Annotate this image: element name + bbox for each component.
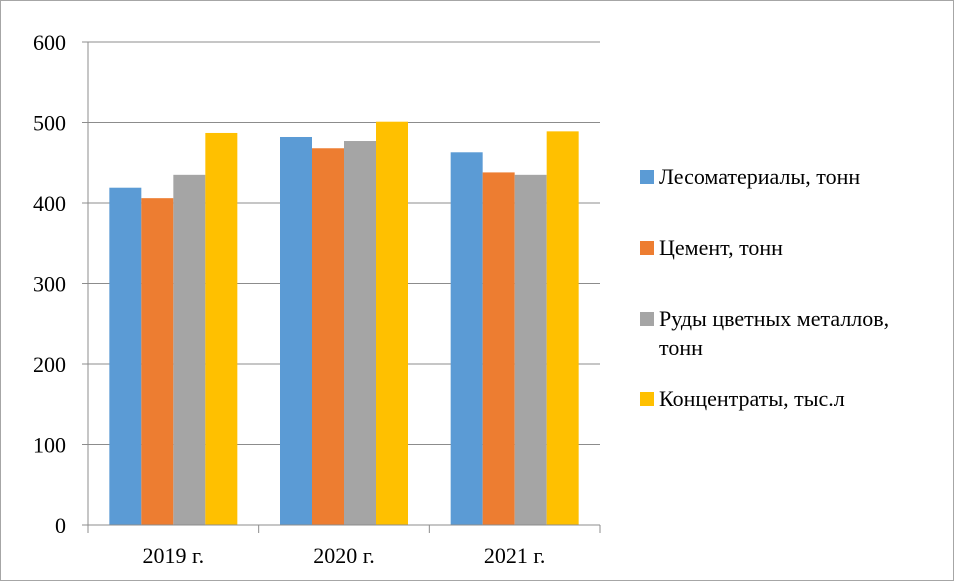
- bar-3-1: [173, 174, 206, 525]
- bar-2-3: [482, 172, 515, 525]
- legend-swatch: [640, 170, 654, 184]
- bar-3-2: [344, 141, 376, 525]
- legend-swatch: [640, 241, 654, 255]
- bar-4-2: [376, 121, 408, 525]
- y-tick-label: 500: [33, 111, 66, 136]
- axis-layer: 0 100 200 300 400 500 600 2019 г. 2020 г. 2021 г.: [33, 30, 601, 568]
- x-tick-label: 2020 г.: [313, 543, 375, 568]
- legend-label: Руды цветных металлов, тонн: [659, 306, 889, 360]
- legend-swatch: [640, 312, 654, 326]
- x-tick-label: 2021 г.: [484, 543, 546, 568]
- bar-1-1: [109, 187, 142, 525]
- legend-swatch: [640, 392, 654, 406]
- legend-label: Цемент, тонн: [659, 235, 783, 260]
- y-tick-label: 100: [33, 433, 66, 458]
- y-tick-label: 300: [33, 272, 66, 297]
- y-tick-label: 400: [33, 191, 66, 216]
- legend: Лесоматериалы, тонн Цемент, тонн Руды цвет…: [640, 164, 889, 411]
- y-tick-label: 200: [33, 352, 66, 377]
- bar-4-3: [546, 131, 579, 526]
- bar-3-3: [514, 174, 547, 525]
- bar-layer: [109, 121, 579, 526]
- legend-label: Лесоматериалы, тонн: [659, 164, 860, 189]
- bar-4-1: [205, 132, 238, 525]
- y-tick-label: 0: [55, 513, 66, 538]
- x-tick-label: 2019 г.: [143, 543, 205, 568]
- bar-1-3: [450, 152, 483, 525]
- y-tick-label: 600: [33, 30, 66, 55]
- bar-2-2: [312, 148, 344, 525]
- bar-1-2: [280, 136, 312, 526]
- legend-label: Концентраты, тыс.л: [659, 386, 845, 411]
- bar-2-1: [141, 198, 174, 526]
